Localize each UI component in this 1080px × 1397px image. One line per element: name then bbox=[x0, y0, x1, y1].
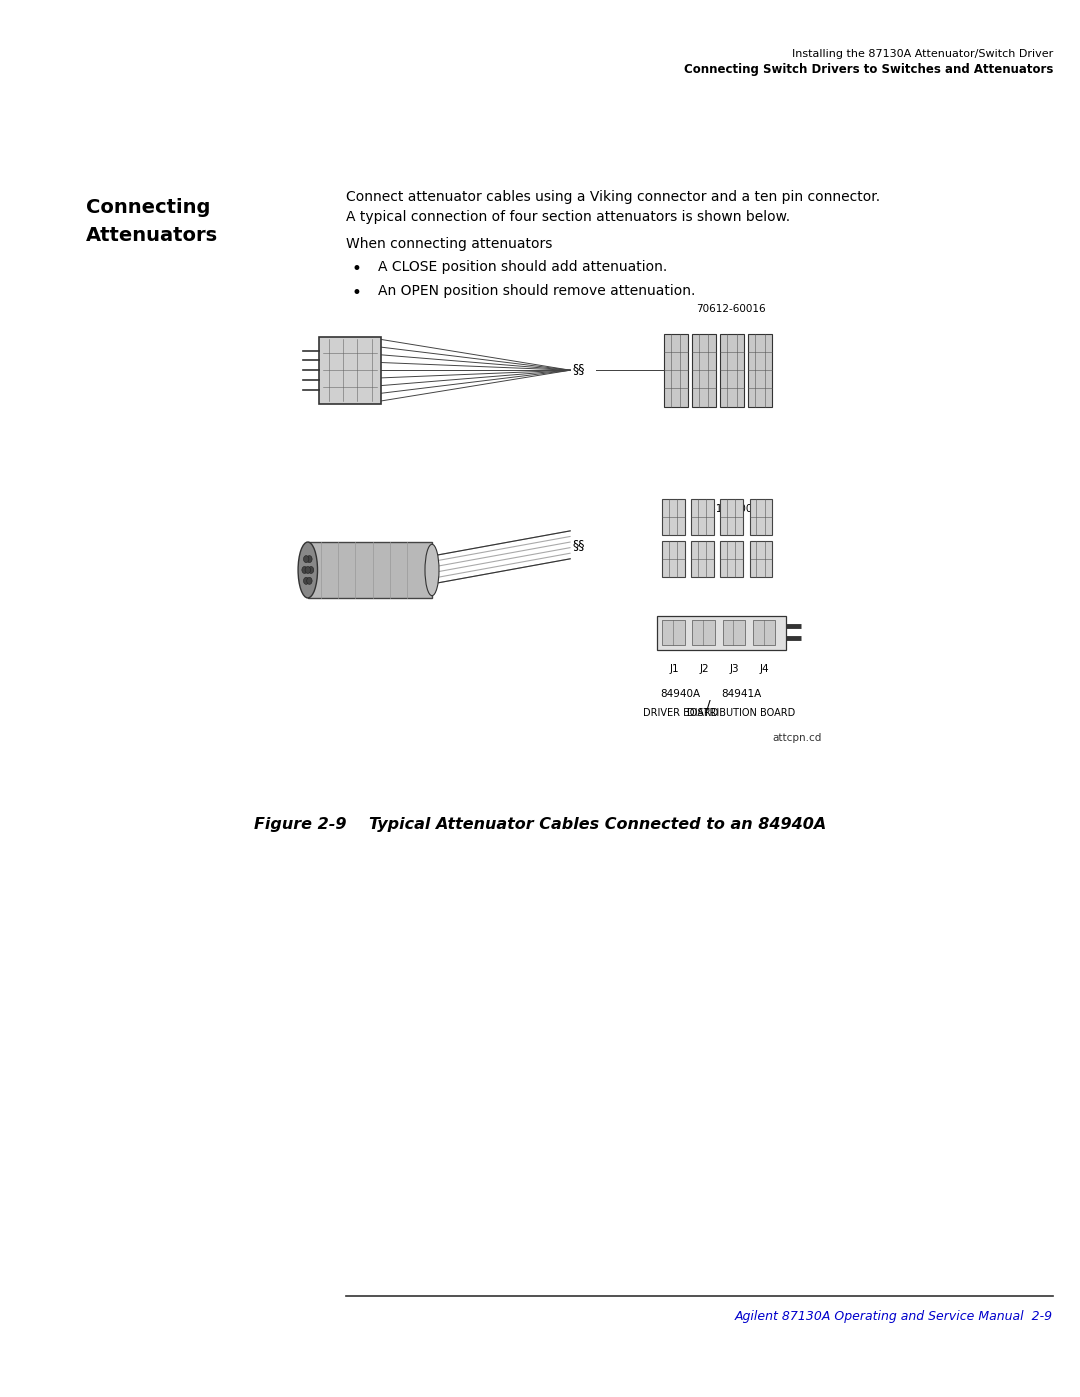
Text: A typical connection of four section attenuators is shown below.: A typical connection of four section att… bbox=[346, 210, 789, 224]
Text: J2: J2 bbox=[700, 664, 708, 673]
Polygon shape bbox=[657, 616, 786, 650]
Text: 70612-60017: 70612-60017 bbox=[697, 504, 766, 514]
Text: •: • bbox=[351, 284, 361, 302]
Circle shape bbox=[303, 577, 309, 584]
Polygon shape bbox=[662, 620, 685, 645]
Polygon shape bbox=[319, 337, 381, 404]
Text: DISTRIBUTION BOARD: DISTRIBUTION BOARD bbox=[687, 708, 795, 718]
Polygon shape bbox=[748, 334, 772, 407]
Text: Connecting: Connecting bbox=[86, 198, 211, 218]
Text: •: • bbox=[351, 260, 361, 278]
Text: 70612-60016: 70612-60016 bbox=[697, 305, 766, 314]
Text: Attenuators: Attenuators bbox=[86, 226, 218, 246]
Text: DRIVER BOARD: DRIVER BOARD bbox=[643, 708, 718, 718]
Polygon shape bbox=[720, 334, 744, 407]
Polygon shape bbox=[308, 542, 432, 598]
Text: Connect attenuator cables using a Viking connector and a ten pin connector.: Connect attenuator cables using a Viking… bbox=[346, 190, 880, 204]
Circle shape bbox=[303, 556, 309, 563]
Polygon shape bbox=[750, 499, 772, 535]
Text: An OPEN position should remove attenuation.: An OPEN position should remove attenuati… bbox=[378, 284, 696, 298]
Polygon shape bbox=[720, 541, 743, 577]
Polygon shape bbox=[662, 499, 685, 535]
Text: /: / bbox=[706, 698, 711, 712]
Circle shape bbox=[305, 567, 311, 573]
Text: 84940A: 84940A bbox=[660, 689, 701, 698]
Text: §§: §§ bbox=[572, 538, 585, 552]
Text: 84941A: 84941A bbox=[720, 689, 761, 698]
Ellipse shape bbox=[424, 545, 438, 595]
Text: When connecting attenuators: When connecting attenuators bbox=[346, 237, 552, 251]
Polygon shape bbox=[753, 620, 775, 645]
Text: §§: §§ bbox=[572, 362, 585, 376]
Text: J4: J4 bbox=[760, 664, 769, 673]
Polygon shape bbox=[692, 620, 715, 645]
Circle shape bbox=[307, 577, 312, 584]
Circle shape bbox=[307, 556, 312, 563]
Polygon shape bbox=[664, 334, 688, 407]
Circle shape bbox=[301, 567, 307, 573]
Polygon shape bbox=[691, 541, 714, 577]
Text: J3: J3 bbox=[730, 664, 739, 673]
Text: Figure 2-9    Typical Attenuator Cables Connected to an 84940A: Figure 2-9 Typical Attenuator Cables Con… bbox=[254, 817, 826, 833]
Polygon shape bbox=[723, 620, 745, 645]
Text: A CLOSE position should add attenuation.: A CLOSE position should add attenuation. bbox=[378, 260, 667, 274]
Polygon shape bbox=[691, 499, 714, 535]
Text: Connecting Switch Drivers to Switches and Attenuators: Connecting Switch Drivers to Switches an… bbox=[684, 63, 1053, 75]
Text: Installing the 87130A Attenuator/Switch Driver: Installing the 87130A Attenuator/Switch … bbox=[792, 49, 1053, 59]
Circle shape bbox=[309, 567, 313, 573]
Ellipse shape bbox=[298, 542, 318, 598]
Text: attcpn.cd: attcpn.cd bbox=[772, 733, 822, 743]
Text: J1: J1 bbox=[670, 664, 678, 673]
Polygon shape bbox=[692, 334, 716, 407]
Text: Agilent 87130A Operating and Service Manual  2-9: Agilent 87130A Operating and Service Man… bbox=[734, 1310, 1053, 1323]
Polygon shape bbox=[720, 499, 743, 535]
Polygon shape bbox=[662, 541, 685, 577]
Polygon shape bbox=[750, 541, 772, 577]
